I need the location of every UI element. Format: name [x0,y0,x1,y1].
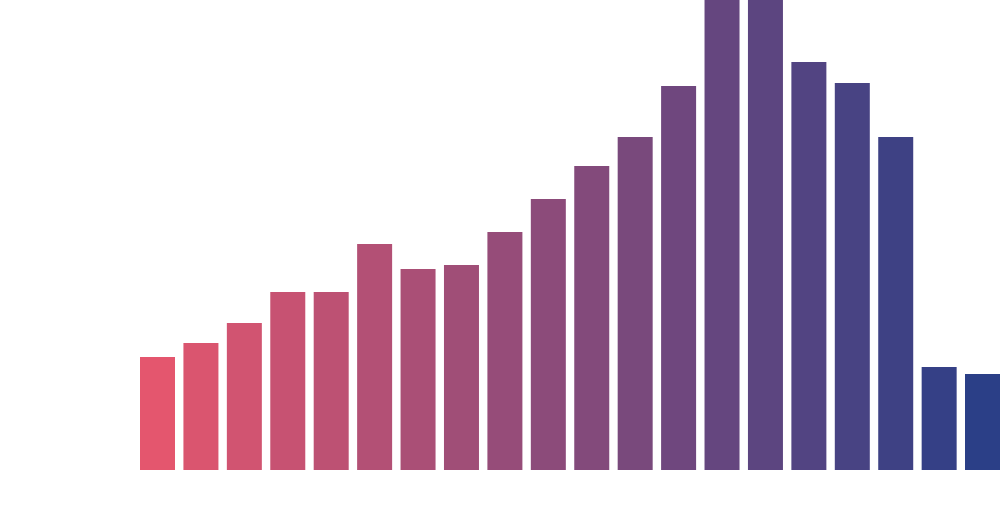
bar [226,323,262,470]
bar [965,374,1000,470]
bar [661,86,697,470]
bar [400,269,436,470]
bar [530,199,566,470]
bar [704,0,740,470]
bar [183,343,219,470]
bar [443,265,479,470]
bar [791,62,827,470]
bar [617,137,653,470]
bar [834,83,870,470]
bar [313,292,349,470]
bar [270,292,306,470]
bar [140,357,175,470]
bar [878,137,914,470]
bar [487,232,523,470]
bar [574,166,610,470]
bar [357,244,393,470]
bar [747,0,783,470]
bar [921,367,957,470]
